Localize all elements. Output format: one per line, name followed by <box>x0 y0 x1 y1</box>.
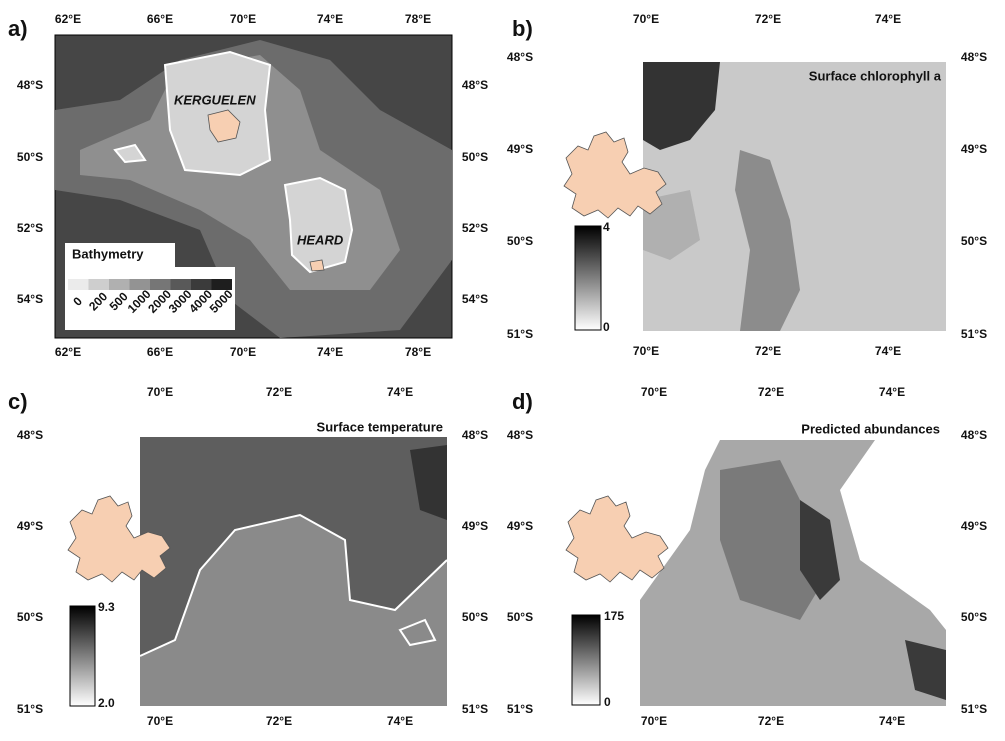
panel-label: c) <box>8 389 28 414</box>
panel-c: Surface temperature <box>68 419 447 706</box>
lat-tick-label: 48°S <box>507 428 533 442</box>
panel-label: d) <box>512 389 533 414</box>
map-title: Surface temperature <box>317 419 443 434</box>
lon-tick-label: 70°E <box>230 12 256 26</box>
lon-tick-label: 72°E <box>755 12 781 26</box>
lat-tick-label: 51°S <box>507 702 533 716</box>
legend-swatch <box>191 279 212 290</box>
legend-swatch <box>150 279 171 290</box>
lat-tick-label: 52°S <box>17 221 43 235</box>
lon-tick-label: 70°E <box>641 714 667 728</box>
lat-tick-label: 51°S <box>462 702 488 716</box>
lon-tick-label: 72°E <box>758 714 784 728</box>
lon-tick-label: 70°E <box>633 344 659 358</box>
lat-tick-label: 49°S <box>17 519 43 533</box>
lon-tick-label: 62°E <box>55 345 81 359</box>
lon-tick-label: 72°E <box>266 714 292 728</box>
lat-tick-label: 50°S <box>507 234 533 248</box>
lat-tick-label: 50°S <box>462 150 488 164</box>
lon-tick-label: 66°E <box>147 12 173 26</box>
lat-tick-label: 50°S <box>17 150 43 164</box>
lat-tick-label: 49°S <box>507 142 533 156</box>
lat-tick-label: 49°S <box>961 142 987 156</box>
lat-tick-label: 48°S <box>462 428 488 442</box>
place-label: KERGUELEN <box>174 92 256 107</box>
lat-tick-label: 50°S <box>17 610 43 624</box>
legend-swatch <box>89 279 110 290</box>
lat-tick-label: 48°S <box>507 50 533 64</box>
heard-island <box>310 260 324 271</box>
lat-tick-label: 54°S <box>17 292 43 306</box>
lat-tick-label: 51°S <box>961 327 987 341</box>
lat-tick-label: 49°S <box>961 519 987 533</box>
lat-tick-label: 50°S <box>961 610 987 624</box>
lat-tick-label: 51°S <box>507 327 533 341</box>
legend-swatch <box>212 279 233 290</box>
lon-tick-label: 70°E <box>641 385 667 399</box>
lon-tick-label: 74°E <box>387 714 413 728</box>
lon-tick-label: 70°E <box>147 714 173 728</box>
lat-tick-label: 50°S <box>462 610 488 624</box>
panel-label: b) <box>512 16 533 41</box>
lon-tick-label: 74°E <box>317 12 343 26</box>
lat-tick-label: 48°S <box>462 78 488 92</box>
lon-tick-label: 74°E <box>317 345 343 359</box>
lon-tick-label: 62°E <box>55 12 81 26</box>
figure: KERGUELEN HEARD Bathymetry Surface chlor… <box>0 0 1005 736</box>
lat-tick-label: 51°S <box>17 702 43 716</box>
lon-tick-label: 70°E <box>633 12 659 26</box>
color-bar-label: 9.3 <box>98 600 115 614</box>
map-title: Predicted abundances <box>801 421 940 436</box>
color-bar-label: 0 <box>604 695 611 709</box>
color-bar-label: 175 <box>604 609 624 623</box>
lat-tick-label: 48°S <box>17 428 43 442</box>
place-label: HEARD <box>297 232 344 247</box>
lon-tick-label: 78°E <box>405 345 431 359</box>
lon-tick-label: 72°E <box>755 344 781 358</box>
lat-tick-label: 50°S <box>507 610 533 624</box>
lon-tick-label: 74°E <box>879 714 905 728</box>
heard-plateau <box>285 178 352 272</box>
color-bar <box>575 226 601 330</box>
lat-tick-label: 48°S <box>961 50 987 64</box>
lon-tick-label: 78°E <box>405 12 431 26</box>
lon-tick-label: 74°E <box>875 12 901 26</box>
lon-tick-label: 74°E <box>387 385 413 399</box>
color-bar-label: 4 <box>603 220 610 234</box>
lat-tick-label: 49°S <box>507 519 533 533</box>
lat-tick-label: 48°S <box>17 78 43 92</box>
color-bar <box>70 606 95 706</box>
color-bar-label: 2.0 <box>98 696 115 710</box>
legend-swatch <box>109 279 130 290</box>
lon-tick-label: 72°E <box>266 385 292 399</box>
lat-tick-label: 52°S <box>462 221 488 235</box>
lon-tick-label: 70°E <box>230 345 256 359</box>
panel-a: KERGUELEN HEARD Bathymetry <box>55 35 452 338</box>
lon-tick-label: 70°E <box>147 385 173 399</box>
lat-tick-label: 50°S <box>961 234 987 248</box>
lon-tick-label: 72°E <box>758 385 784 399</box>
panel-label: a) <box>8 16 28 41</box>
panel-d: Predicted abundances <box>566 421 946 706</box>
legend-swatch <box>68 279 89 290</box>
legend-title: Bathymetry <box>72 246 144 261</box>
lat-tick-label: 49°S <box>462 519 488 533</box>
panel-b: Surface chlorophyll a <box>564 62 946 331</box>
lon-tick-label: 74°E <box>879 385 905 399</box>
color-bar-label: 0 <box>603 320 610 334</box>
kerguelen-island <box>566 496 668 582</box>
legend-swatch <box>130 279 151 290</box>
lon-tick-label: 74°E <box>875 344 901 358</box>
lat-tick-label: 48°S <box>961 428 987 442</box>
color-bar <box>572 615 600 705</box>
lat-tick-label: 51°S <box>961 702 987 716</box>
lat-tick-label: 54°S <box>462 292 488 306</box>
lon-tick-label: 66°E <box>147 345 173 359</box>
map-title: Surface chlorophyll a <box>809 68 942 83</box>
legend-swatch <box>171 279 192 290</box>
